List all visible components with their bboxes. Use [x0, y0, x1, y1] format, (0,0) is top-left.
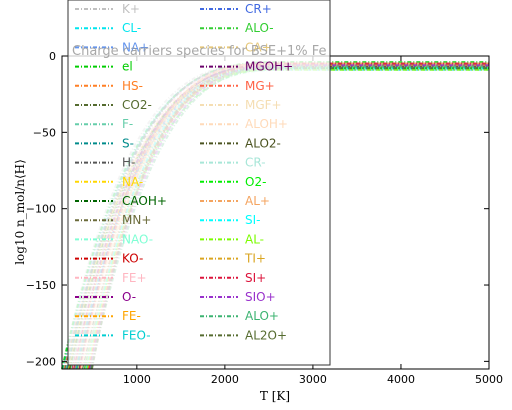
legend: K+ CL- NA+ el HS- CO2- F- S- H- NA- CAOH+ MN+ NAO- KO… — [67, 0, 331, 366]
legend-label-FE+: FE+ — [122, 271, 147, 285]
series-line-ALO+ — [90, 65, 489, 370]
legend-label-SI+: SI+ — [245, 271, 266, 285]
legend-label-CO2-: CO2- — [122, 98, 152, 112]
legend-label-SIO+: SIO+ — [245, 290, 276, 304]
y-tick-label: −100 — [26, 203, 56, 216]
legend-label-HS-: HS- — [122, 79, 143, 93]
legend-label-TI+: TI+ — [244, 252, 266, 266]
legend-label-CR+: CR+ — [245, 2, 272, 16]
y-tick-label: 0 — [49, 50, 56, 63]
x-tick-label: 1000 — [123, 373, 151, 386]
legend-label-ALO-: ALO- — [245, 21, 274, 35]
x-tick-label: 4000 — [387, 373, 415, 386]
legend-label-NAO-: NAO- — [122, 232, 153, 246]
x-axis-label: T [K] — [260, 389, 290, 403]
legend-label-KO-: KO- — [122, 252, 143, 266]
legend-label-S-: S- — [122, 136, 134, 150]
legend-entries: K+ CL- NA+ el HS- CO2- F- S- H- NA- CAOH+ MN+ NAO- KO… — [75, 2, 293, 342]
legend-label-CR-: CR- — [245, 156, 266, 170]
legend-label-FE-: FE- — [122, 309, 141, 323]
y-axis-label: log10 n_mol/n⟨H⟩ — [13, 159, 27, 265]
legend-label-CA+: CA+ — [245, 40, 272, 54]
legend-label-H-: H- — [122, 156, 135, 170]
y-tick-label: −200 — [26, 355, 56, 368]
legend-label-el: el — [122, 60, 133, 74]
legend-label-AL2O+: AL2O+ — [245, 328, 287, 342]
legend-label-O2-: O2- — [245, 175, 266, 189]
x-tick-label: 3000 — [299, 373, 327, 386]
legend-label-MG+: MG+ — [245, 79, 275, 93]
axis-ticks: 1000 2000 3000 4000 5000 0 −50 −100 −150 −200 — [26, 50, 503, 386]
legend-label-ALOH+: ALOH+ — [245, 117, 288, 131]
legend-label-AL-: AL- — [245, 232, 264, 246]
chart-title: Charge carriers species for BSE+1% Fe — [72, 44, 326, 59]
x-tick-label: 5000 — [475, 373, 503, 386]
legend-label-MGF+: MGF+ — [245, 98, 282, 112]
legend-label-FEO-: FEO- — [122, 328, 151, 342]
legend-label-CL-: CL- — [122, 21, 141, 35]
x-tick-label: 2000 — [211, 373, 239, 386]
legend-label-MN+: MN+ — [122, 213, 151, 227]
y-tick-label: −50 — [33, 126, 56, 139]
legend-label-O-: O- — [122, 290, 136, 304]
legend-label-MGOH+: MGOH+ — [245, 60, 293, 74]
legend-label-SI-: SI- — [245, 213, 261, 227]
legend-label-K+: K+ — [122, 2, 140, 16]
legend-label-ALO+: ALO+ — [245, 309, 279, 323]
legend-label-NA-: NA- — [122, 175, 143, 189]
legend-label-CAOH+: CAOH+ — [122, 194, 167, 208]
y-tick-label: −150 — [26, 279, 56, 292]
legend-label-NA+: NA+ — [122, 40, 149, 54]
series-line-SI+ — [88, 62, 489, 370]
legend-label-F-: F- — [122, 117, 133, 131]
legend-label-ALO2-: ALO2- — [245, 136, 281, 150]
legend-label-AL+: AL+ — [245, 194, 270, 208]
